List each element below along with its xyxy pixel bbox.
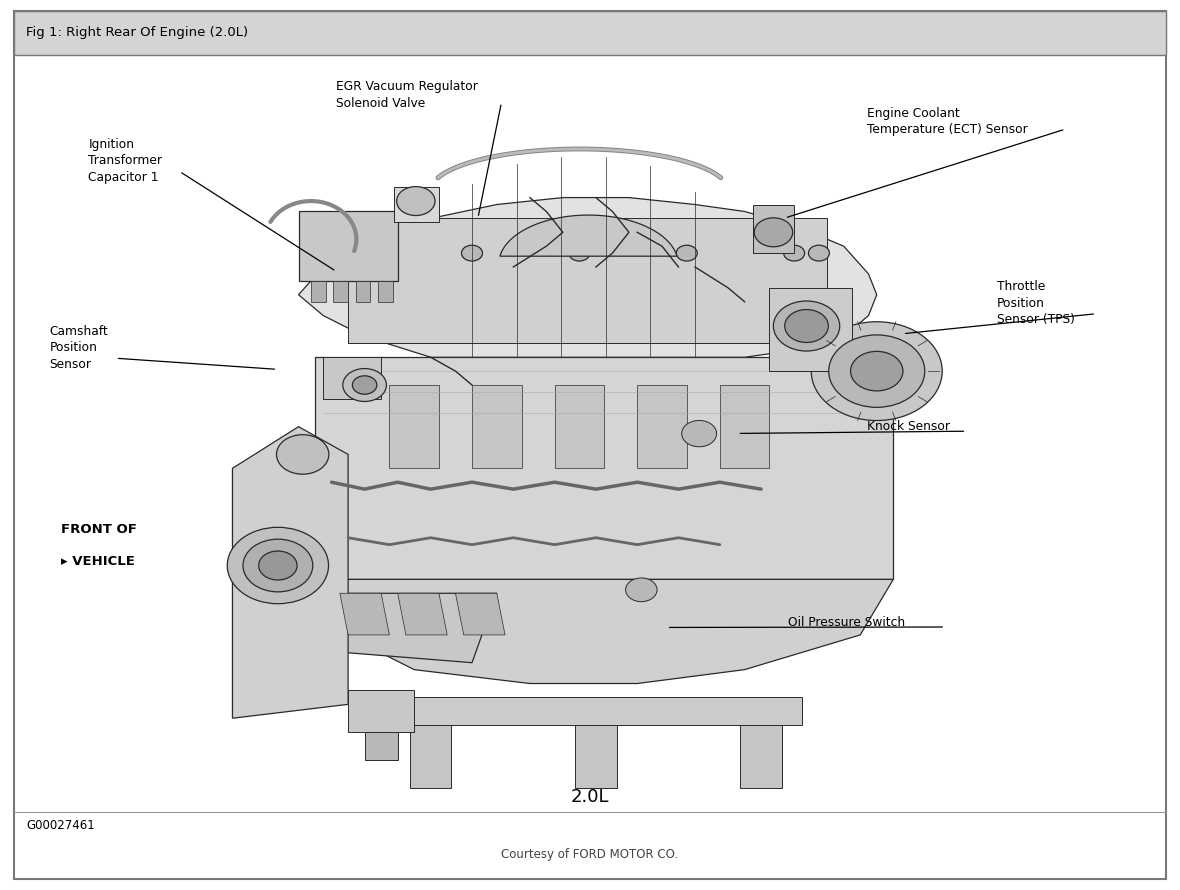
Circle shape	[228, 527, 328, 603]
Text: FRONT OF: FRONT OF	[61, 522, 137, 536]
Circle shape	[353, 376, 376, 394]
Circle shape	[682, 420, 716, 447]
Bar	[14, 11, 1166, 55]
Polygon shape	[323, 357, 381, 399]
Text: G00027461: G00027461	[26, 819, 94, 831]
Circle shape	[773, 301, 840, 351]
Circle shape	[276, 434, 329, 474]
Polygon shape	[472, 385, 522, 468]
Circle shape	[396, 187, 435, 215]
Text: Fig 1: Right Rear Of Engine (2.0L): Fig 1: Right Rear Of Engine (2.0L)	[26, 27, 248, 39]
Circle shape	[808, 246, 830, 261]
Text: Throttle
Position
Sensor (TPS): Throttle Position Sensor (TPS)	[997, 280, 1075, 327]
Circle shape	[243, 539, 313, 592]
Circle shape	[354, 246, 375, 261]
Polygon shape	[753, 205, 794, 253]
Polygon shape	[232, 426, 348, 718]
Polygon shape	[769, 287, 852, 371]
Circle shape	[461, 246, 483, 261]
Polygon shape	[455, 594, 505, 635]
Circle shape	[676, 246, 697, 261]
Circle shape	[828, 335, 925, 408]
Text: EGR Vacuum Regulator
Solenoid Valve: EGR Vacuum Regulator Solenoid Valve	[336, 80, 478, 109]
Polygon shape	[394, 187, 439, 222]
Circle shape	[784, 246, 805, 261]
Polygon shape	[355, 281, 371, 302]
Polygon shape	[312, 281, 326, 302]
Text: Oil Pressure Switch: Oil Pressure Switch	[788, 616, 905, 629]
Polygon shape	[575, 704, 616, 788]
Text: Ignition
Transformer
Capacitor 1: Ignition Transformer Capacitor 1	[88, 138, 163, 184]
Polygon shape	[720, 385, 769, 468]
Circle shape	[851, 352, 903, 391]
Circle shape	[785, 310, 828, 343]
Text: Courtesy of FORD MOTOR CO.: Courtesy of FORD MOTOR CO.	[502, 848, 678, 861]
Polygon shape	[398, 594, 447, 635]
Polygon shape	[348, 691, 414, 732]
Polygon shape	[299, 198, 877, 357]
Circle shape	[812, 321, 942, 421]
Circle shape	[258, 551, 297, 580]
Polygon shape	[411, 704, 451, 788]
Polygon shape	[365, 732, 398, 760]
Polygon shape	[299, 579, 893, 684]
Circle shape	[343, 368, 386, 401]
Text: Camshaft
Position
Sensor: Camshaft Position Sensor	[50, 325, 109, 371]
Circle shape	[569, 246, 590, 261]
Polygon shape	[389, 385, 439, 468]
Polygon shape	[378, 281, 393, 302]
Text: Engine Coolant
Temperature (ECT) Sensor: Engine Coolant Temperature (ECT) Sensor	[867, 107, 1028, 136]
Polygon shape	[741, 704, 781, 788]
Text: Knock Sensor: Knock Sensor	[867, 420, 950, 433]
Polygon shape	[500, 215, 677, 256]
Polygon shape	[348, 218, 827, 344]
Polygon shape	[637, 385, 687, 468]
Text: ▸ VEHICLE: ▸ VEHICLE	[61, 555, 136, 569]
Polygon shape	[333, 281, 348, 302]
Polygon shape	[389, 698, 802, 725]
Circle shape	[625, 578, 657, 602]
Text: 2.0L: 2.0L	[571, 789, 609, 806]
Polygon shape	[183, 93, 1009, 788]
Polygon shape	[315, 357, 893, 579]
Circle shape	[754, 218, 793, 247]
Polygon shape	[299, 212, 398, 281]
Polygon shape	[340, 594, 389, 635]
Polygon shape	[299, 594, 497, 663]
Polygon shape	[555, 385, 604, 468]
